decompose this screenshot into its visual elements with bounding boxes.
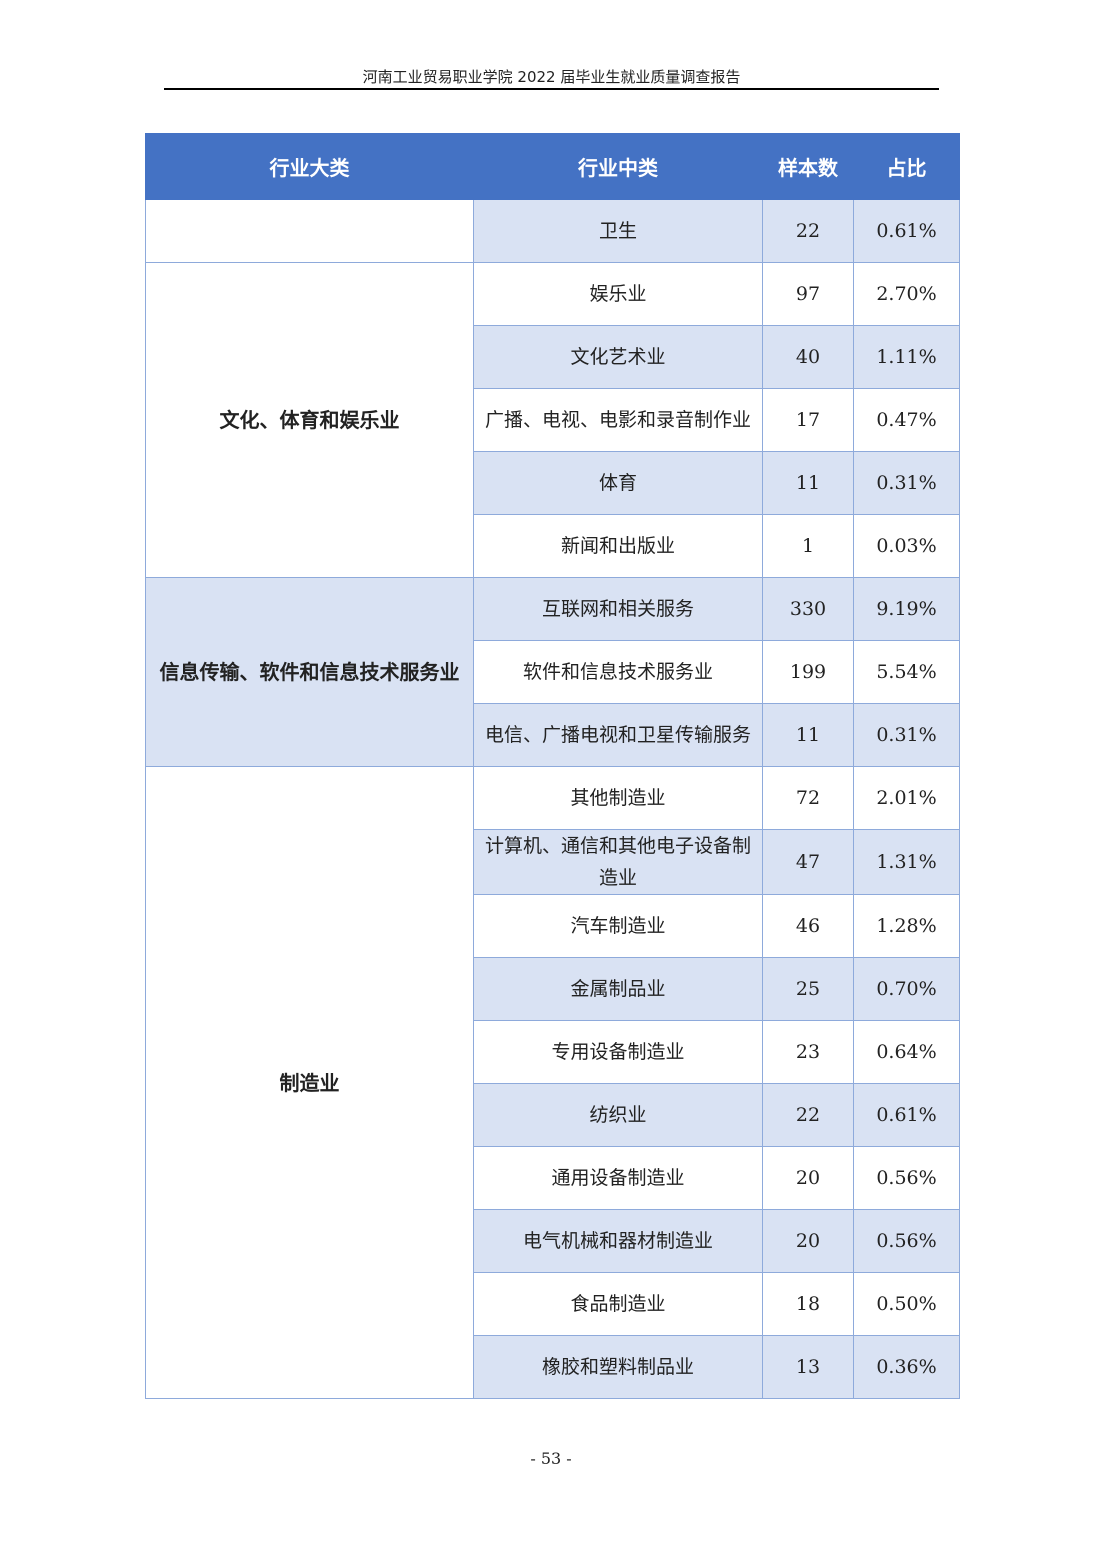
table-row: 通用设备制造业 20 0.56%: [146, 1146, 960, 1210]
major-category-cell: 制造业: [145, 766, 474, 1399]
table-row: 文化艺术业 40 1.11%: [146, 325, 960, 389]
table-row: 文化、体育和娱乐业 娱乐业 97 2.70%: [145, 262, 960, 578]
minor-category-cell: 电气机械和器材制造业: [473, 1209, 763, 1273]
minor-category-cell: 通用设备制造业: [473, 1146, 763, 1210]
table-row: 电信、广播电视和卫星传输服务 11 0.31%: [146, 703, 960, 767]
table-row: 金属制品业 25 0.70%: [146, 957, 960, 1021]
table-row: 汽车制造业 46 1.28%: [146, 894, 960, 958]
pct-cell: 0.47%: [853, 388, 960, 452]
minor-category-cell: 食品制造业: [473, 1272, 763, 1336]
minor-category-cell: 橡胶和塑料制品业: [473, 1335, 763, 1399]
pct-cell: 0.61%: [853, 199, 960, 263]
count-cell: 11: [762, 451, 854, 515]
minor-category-cell: 体育: [473, 451, 763, 515]
header-rule: [164, 88, 939, 90]
pct-cell: 1.11%: [853, 325, 960, 389]
minor-category-cell: 其他制造业: [473, 766, 763, 830]
minor-category-cell: 软件和信息技术服务业: [473, 640, 763, 704]
pct-cell: 2.70%: [853, 262, 960, 326]
header-count: 样本数: [762, 133, 854, 200]
pct-cell: 9.19%: [853, 577, 960, 641]
count-cell: 20: [762, 1146, 854, 1210]
minor-category-cell: 文化艺术业: [473, 325, 763, 389]
count-cell: 23: [762, 1020, 854, 1084]
table-row: 新闻和出版业 1 0.03%: [146, 514, 960, 578]
pct-cell: 0.03%: [853, 514, 960, 578]
header-pct: 占比: [853, 133, 960, 200]
minor-category-cell: 互联网和相关服务: [473, 577, 763, 641]
minor-category-cell: 专用设备制造业: [473, 1020, 763, 1084]
table-row: 纺织业 22 0.61%: [146, 1083, 960, 1147]
pct-cell: 0.56%: [853, 1209, 960, 1273]
count-cell: 25: [762, 957, 854, 1021]
table-row: 橡胶和塑料制品业 13 0.36%: [146, 1335, 960, 1399]
count-cell: 22: [762, 1083, 854, 1147]
minor-category-cell: 电信、广播电视和卫星传输服务: [473, 703, 763, 767]
table-row: 计算机、通信和其他电子设备制造业 47 1.31%: [146, 829, 960, 895]
count-cell: 17: [762, 388, 854, 452]
header-major: 行业大类: [145, 133, 474, 200]
major-category-cell: 信息传输、软件和信息技术服务业: [145, 577, 474, 767]
table-row: 专用设备制造业 23 0.64%: [146, 1020, 960, 1084]
pct-cell: 1.31%: [853, 829, 960, 895]
count-cell: 72: [762, 766, 854, 830]
page-number: - 53 -: [530, 1449, 572, 1468]
count-cell: 11: [762, 703, 854, 767]
pct-cell: 1.28%: [853, 894, 960, 958]
industry-table: 行业大类 行业中类 样本数 占比 卫生 22 0.61% 文化、体育和娱乐业 娱乐业 97…: [145, 133, 960, 1399]
count-cell: 40: [762, 325, 854, 389]
table-row: 软件和信息技术服务业 199 5.54%: [146, 640, 960, 704]
pct-cell: 5.54%: [853, 640, 960, 704]
minor-category-cell: 广播、电视、电影和录音制作业: [473, 388, 763, 452]
pct-cell: 0.36%: [853, 1335, 960, 1399]
minor-category-cell: 金属制品业: [473, 957, 763, 1021]
count-cell: 47: [762, 829, 854, 895]
table-row: 体育 11 0.31%: [146, 451, 960, 515]
minor-category-cell: 计算机、通信和其他电子设备制造业: [473, 829, 763, 895]
pct-cell: 0.61%: [853, 1083, 960, 1147]
pct-cell: 0.31%: [853, 451, 960, 515]
count-cell: 20: [762, 1209, 854, 1273]
count-cell: 97: [762, 262, 854, 326]
pct-cell: 0.31%: [853, 703, 960, 767]
pct-cell: 0.70%: [853, 957, 960, 1021]
minor-category-cell: 卫生: [473, 199, 763, 263]
table-row: 卫生 22 0.61%: [145, 199, 960, 263]
running-header: 河南工业贸易职业学院 2022 届毕业生就业质量调查报告: [362, 68, 741, 86]
header-minor: 行业中类: [473, 133, 763, 200]
table-row: 电气机械和器材制造业 20 0.56%: [146, 1209, 960, 1273]
pct-cell: 0.56%: [853, 1146, 960, 1210]
minor-category-cell: 娱乐业: [473, 262, 763, 326]
count-cell: 330: [762, 577, 854, 641]
count-cell: 46: [762, 894, 854, 958]
minor-category-cell: 纺织业: [473, 1083, 763, 1147]
minor-category-cell: 汽车制造业: [473, 894, 763, 958]
major-category-cell: [145, 199, 474, 263]
table-row: 制造业 其他制造业 72 2.01%: [145, 766, 960, 1399]
major-category-cell: 文化、体育和娱乐业: [145, 262, 474, 578]
pct-cell: 0.50%: [853, 1272, 960, 1336]
pct-cell: 0.64%: [853, 1020, 960, 1084]
count-cell: 199: [762, 640, 854, 704]
count-cell: 22: [762, 199, 854, 263]
count-cell: 1: [762, 514, 854, 578]
pct-cell: 2.01%: [853, 766, 960, 830]
minor-category-cell: 新闻和出版业: [473, 514, 763, 578]
count-cell: 13: [762, 1335, 854, 1399]
count-cell: 18: [762, 1272, 854, 1336]
table-row: 信息传输、软件和信息技术服务业 互联网和相关服务 330 9.19%: [145, 577, 960, 767]
table-row: 广播、电视、电影和录音制作业 17 0.47%: [146, 388, 960, 452]
table-header-row: 行业大类 行业中类 样本数 占比: [145, 133, 960, 200]
